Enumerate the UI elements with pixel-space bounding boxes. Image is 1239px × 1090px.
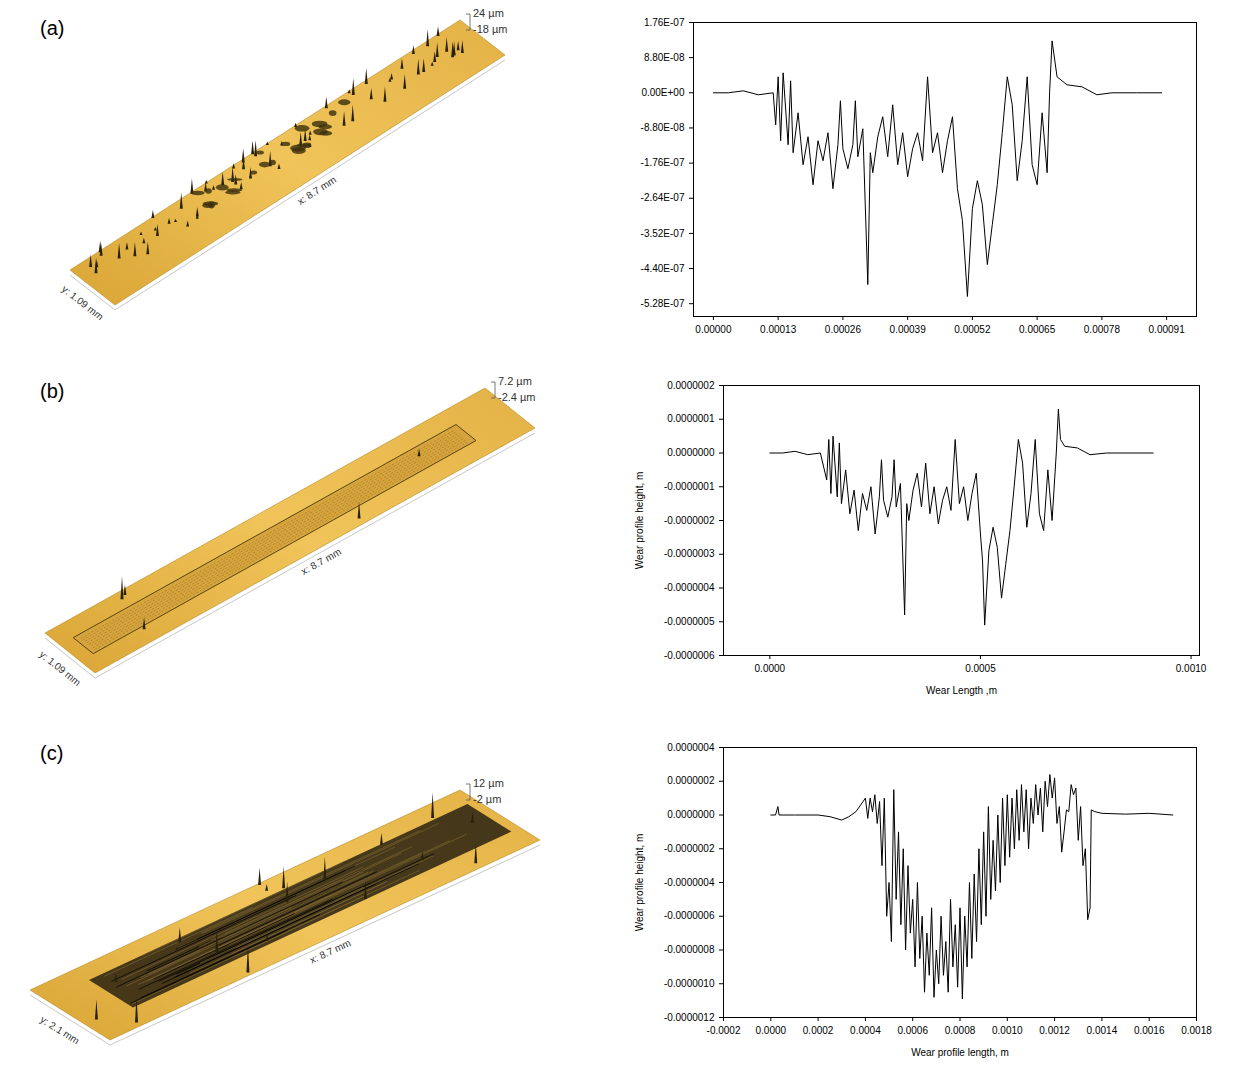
svg-text:-0.0000004: -0.0000004 [664,877,715,888]
svg-text:0.0002: 0.0002 [803,1025,834,1036]
svg-text:0.0016: 0.0016 [1134,1025,1165,1036]
svg-text:Wear profile height, m: Wear profile height, m [634,834,645,932]
svg-text:0.00052: 0.00052 [954,324,991,335]
svg-text:-2.4 µm: -2.4 µm [498,391,536,403]
svg-text:(c): (c) [40,742,63,764]
svg-text:y: 2.1 mm: y: 2.1 mm [38,1014,81,1047]
svg-text:1.76E-07: 1.76E-07 [644,17,685,28]
svg-text:0.0012: 0.0012 [1039,1025,1070,1036]
svg-text:Wear profile length, m: Wear profile length, m [911,1047,1009,1058]
svg-text:-0.0000006: -0.0000006 [664,650,715,661]
svg-text:0.0004: 0.0004 [850,1025,881,1036]
svg-text:(b): (b) [40,380,64,402]
svg-text:0.0010: 0.0010 [992,1025,1023,1036]
svg-text:0.0010: 0.0010 [1176,663,1207,674]
svg-text:0.00091: 0.00091 [1149,324,1186,335]
svg-text:y: 1.09 mm: y: 1.09 mm [37,649,83,688]
svg-text:-0.0000002: -0.0000002 [664,843,715,854]
svg-text:-8.80E-08: -8.80E-08 [641,122,685,133]
svg-text:0.00039: 0.00039 [890,324,927,335]
svg-text:0.0000001: 0.0000001 [667,413,715,424]
svg-text:-0.0000006: -0.0000006 [664,910,715,921]
svg-text:-0.0002: -0.0002 [707,1025,741,1036]
svg-text:Wear Length ,m: Wear Length ,m [926,685,997,696]
svg-text:-0.0000010: -0.0000010 [664,978,715,989]
svg-text:-1.76E-07: -1.76E-07 [641,157,685,168]
svg-text:0.00026: 0.00026 [825,324,862,335]
svg-text:0.0006: 0.0006 [897,1025,928,1036]
svg-text:-0.0000004: -0.0000004 [664,582,715,593]
svg-text:(a): (a) [40,17,64,39]
svg-text:0.00E+00: 0.00E+00 [641,87,685,98]
svg-text:0.00065: 0.00065 [1019,324,1056,335]
svg-text:-0.0000003: -0.0000003 [664,548,715,559]
svg-text:0.0000: 0.0000 [755,663,786,674]
svg-text:-2.64E-07: -2.64E-07 [641,192,685,203]
svg-text:x: 8.7 mm: x: 8.7 mm [295,174,338,207]
svg-text:-0.0000008: -0.0000008 [664,944,715,955]
svg-text:-0.0000002: -0.0000002 [664,515,715,526]
svg-text:0.0014: 0.0014 [1087,1025,1118,1036]
svg-text:-4.40E-07: -4.40E-07 [641,263,685,274]
svg-text:0.00000: 0.00000 [695,324,732,335]
svg-text:0.0000002: 0.0000002 [667,775,715,786]
svg-text:y: 1.09 mm: y: 1.09 mm [60,283,106,322]
svg-text:-0.0000012: -0.0000012 [664,1012,715,1023]
svg-text:0.0000: 0.0000 [756,1025,787,1036]
svg-text:0.0000000: 0.0000000 [667,447,715,458]
svg-text:-2 µm: -2 µm [473,793,501,805]
svg-text:0.00078: 0.00078 [1084,324,1121,335]
svg-text:-3.52E-07: -3.52E-07 [641,228,685,239]
svg-text:7.2 µm: 7.2 µm [498,375,532,387]
svg-text:0.0008: 0.0008 [945,1025,976,1036]
svg-text:x: 8.7 mm: x: 8.7 mm [308,937,352,965]
svg-text:0.0018: 0.0018 [1181,1025,1212,1036]
svg-text:0.00013: 0.00013 [760,324,797,335]
svg-text:0.0005: 0.0005 [965,663,996,674]
svg-text:8.80E-08: 8.80E-08 [644,52,685,63]
svg-text:0.0000002: 0.0000002 [667,380,715,391]
svg-text:Wear profile height, m: Wear profile height, m [634,472,645,570]
svg-text:24 µm: 24 µm [473,7,504,19]
svg-text:-5.28E-07: -5.28E-07 [641,298,685,309]
svg-text:0.0000004: 0.0000004 [667,742,715,753]
svg-text:x: 8.7 mm: x: 8.7 mm [299,546,343,577]
svg-text:0.0000000: 0.0000000 [667,809,715,820]
svg-text:12 µm: 12 µm [473,777,504,789]
svg-text:-0.0000005: -0.0000005 [664,616,715,627]
svg-text:-18 µm: -18 µm [473,23,507,35]
svg-text:-0.0000001: -0.0000001 [664,481,715,492]
